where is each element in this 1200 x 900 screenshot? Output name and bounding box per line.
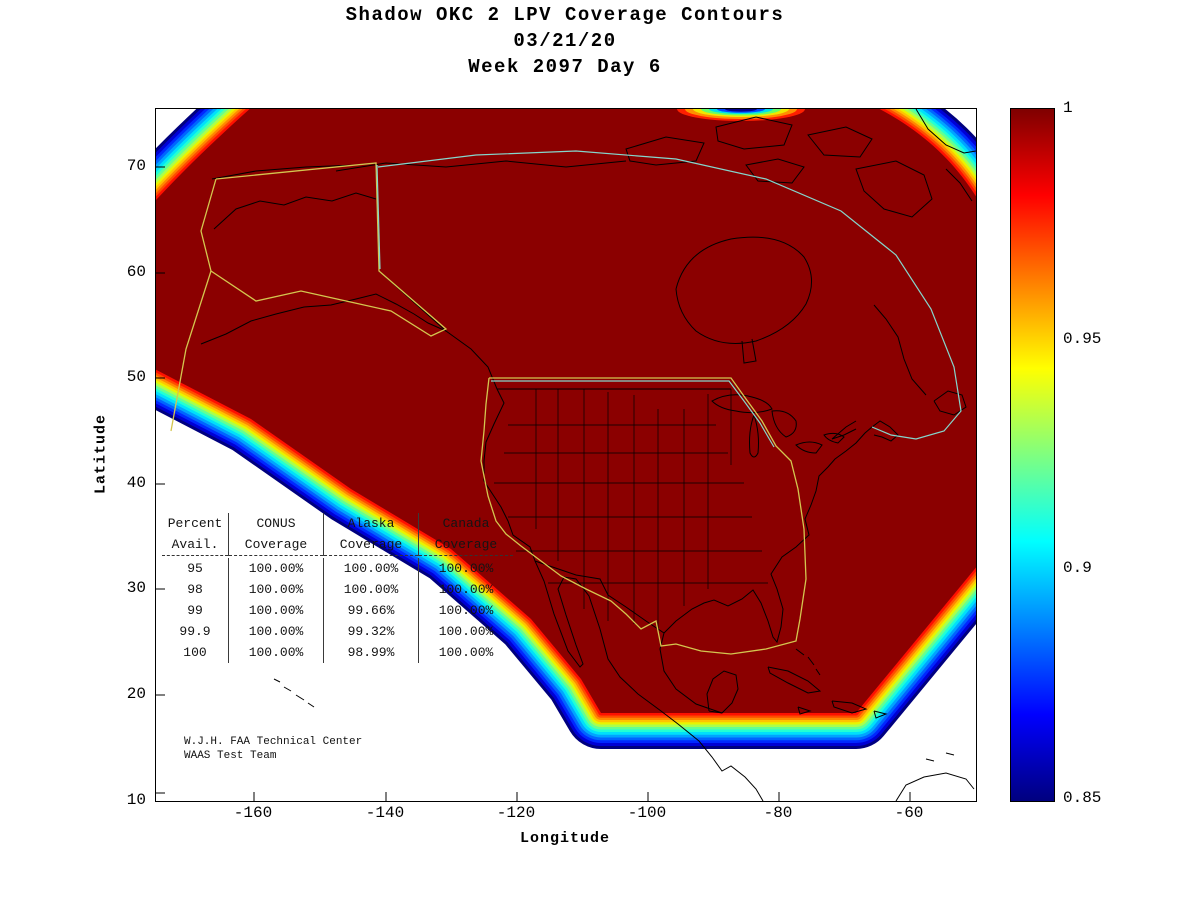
chart-title: Shadow OKC 2 LPV Coverage Contours	[345, 4, 785, 26]
x-tick-label: -120	[496, 804, 536, 822]
cell: 99	[187, 603, 203, 618]
x-tick-label: -60	[894, 804, 924, 822]
fir-boundary-line	[376, 150, 962, 448]
chart-date: 03/21/20	[513, 30, 617, 52]
header-cell: Coverage	[418, 534, 513, 556]
credit-text: W.J.H. FAA Technical Center WAAS Test Te…	[184, 735, 362, 763]
cell: 98	[187, 582, 203, 597]
axis-tick-marks	[156, 166, 911, 801]
colorbar-tick-label: 0.9	[1063, 559, 1092, 577]
coverage-map-svg	[156, 109, 976, 801]
header-cell: Coverage	[228, 534, 324, 556]
y-tick-label: 40	[126, 474, 146, 492]
y-tick-label: 20	[126, 685, 146, 703]
cell: 100.00%	[228, 642, 324, 663]
cell: 100.00%	[228, 621, 324, 642]
header-cell: Alaska	[323, 513, 419, 534]
table-row: 99.9 100.00% 99.32% 100.00%	[162, 621, 513, 642]
cell: 100.00%	[418, 642, 513, 663]
chart-title-block: Shadow OKC 2 LPV Coverage Contours 03/21…	[155, 2, 975, 80]
colorbar	[1010, 108, 1055, 802]
coverage-stats-table: Percent CONUS Alaska Canada Avail. Cover…	[162, 513, 513, 663]
cell: 100.00%	[418, 558, 513, 579]
colorbar-tick-label: 0.85	[1063, 789, 1102, 807]
y-tick-label: 50	[126, 368, 146, 386]
cell: 100.00%	[418, 621, 513, 642]
cell: 100.00%	[323, 558, 419, 579]
coverage-table-overlay: Percent CONUS Alaska Canada Avail. Cover…	[162, 513, 513, 663]
credit-line-2: WAAS Test Team	[184, 750, 277, 762]
chart-week-day: Week 2097 Day 6	[468, 56, 662, 78]
x-tick-label: -100	[627, 804, 667, 822]
cell: 100.00%	[418, 579, 513, 600]
cell: 95	[187, 561, 203, 576]
y-tick-label: 10	[126, 791, 146, 809]
cell: 98.99%	[323, 642, 419, 663]
header-cell: Coverage	[323, 534, 419, 556]
state-borders	[494, 389, 768, 631]
y-tick-label: 70	[126, 157, 146, 175]
top-edge-coverage-notch	[677, 109, 805, 121]
cell: 99.9	[179, 624, 211, 639]
header-cell: Percent	[167, 516, 223, 531]
x-tick-label: -140	[365, 804, 405, 822]
table-header-row-2: Avail. Coverage Coverage Coverage	[162, 534, 513, 556]
y-tick-label: 30	[126, 579, 146, 597]
header-cell: CONUS	[228, 513, 324, 534]
cell: 100.00%	[418, 600, 513, 621]
table-row: 98 100.00% 100.00% 100.00%	[162, 579, 513, 600]
table-separator	[162, 555, 513, 558]
x-tick-label: -160	[233, 804, 273, 822]
credit-line-1: W.J.H. FAA Technical Center	[184, 736, 363, 748]
cell: 100.00%	[228, 600, 324, 621]
cell: 99.32%	[323, 621, 419, 642]
x-axis-label: Longitude	[519, 830, 610, 847]
cell: 99.66%	[323, 600, 419, 621]
header-cell: Avail.	[171, 537, 219, 552]
x-tick-label: -80	[763, 804, 793, 822]
colorbar-tick-label: 0.95	[1063, 330, 1102, 348]
table-row: 99 100.00% 99.66% 100.00%	[162, 600, 513, 621]
header-cell: Canada	[418, 513, 513, 534]
table-row: 95 100.00% 100.00% 100.00%	[162, 558, 513, 579]
y-tick-label: 60	[126, 263, 146, 281]
cell: 100.00%	[228, 558, 324, 579]
cell: 100.00%	[228, 579, 324, 600]
plot-area: Percent CONUS Alaska Canada Avail. Cover…	[155, 108, 977, 802]
cell: 100.00%	[323, 579, 419, 600]
table-row: 100 100.00% 98.99% 100.00%	[162, 642, 513, 663]
cell: 100	[183, 645, 207, 660]
colorbar-tick-label: 1	[1063, 99, 1073, 117]
table-header-row-1: Percent CONUS Alaska Canada	[162, 513, 513, 534]
